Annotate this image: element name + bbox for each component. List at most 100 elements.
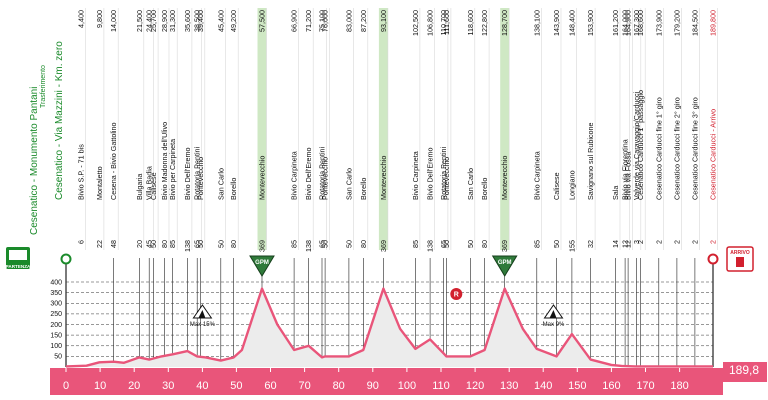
- waypoint-km: 167,300: [632, 10, 641, 36]
- gpm-label: GPM: [255, 260, 269, 266]
- feed-zone-marker: R: [450, 288, 463, 300]
- waypoint-altitude: 138: [304, 240, 313, 252]
- waypoint-altitude: 155: [567, 240, 576, 252]
- x-tick-label: 40: [196, 380, 208, 392]
- waypoint-km: 168,600: [636, 10, 645, 36]
- waypoint-altitude: 50: [552, 240, 561, 248]
- x-tick-label: 80: [333, 380, 345, 392]
- waypoint-altitude: 2: [636, 240, 645, 244]
- waypoint-name: Cesenatico Carducci fine 3° giro: [690, 97, 699, 200]
- waypoint-name: Montevecchio: [379, 156, 388, 200]
- waypoint-km: 87,200: [359, 10, 368, 32]
- waypoint-altitude: 65: [318, 240, 327, 248]
- waypoint-km: 76,000: [321, 10, 330, 32]
- slope-label: Max 9%: [543, 322, 565, 328]
- x-tick-label: 120: [466, 380, 484, 392]
- waypoint-km: 71,200: [304, 10, 313, 32]
- waypoint-altitude: 45: [145, 240, 154, 248]
- waypoint-km: 110,700: [439, 10, 448, 35]
- waypoint-km: 39,400: [196, 10, 205, 32]
- x-tick-label: 0: [63, 380, 69, 392]
- x-tick-label: 100: [398, 380, 416, 392]
- waypoint-km: 45,400: [216, 10, 225, 32]
- waypoint-km: 138,100: [532, 10, 541, 36]
- x-tick-label: 150: [568, 380, 586, 392]
- waypoint-name: Calisese: [149, 172, 158, 200]
- waypoint-altitude: 22: [95, 240, 104, 248]
- waypoint-altitude: 50: [466, 240, 475, 248]
- waypoint-km: 4,400: [77, 10, 86, 28]
- waypoint-name: Bivio Dell'Eremo: [426, 147, 435, 200]
- y-tick-label: 100: [50, 343, 62, 350]
- gpm-marker: GPM: [491, 255, 518, 277]
- waypoint-altitude: 50: [196, 240, 205, 248]
- waypoint-km: 189,800: [709, 10, 718, 36]
- waypoint-km: 83,000: [344, 10, 353, 32]
- summit-band: [500, 8, 510, 250]
- x-tick-label: 160: [602, 380, 620, 392]
- waypoint-altitude: 50: [321, 240, 330, 248]
- waypoint-altitude: 85: [290, 240, 299, 248]
- waypoint-name: Rotatoria Pentini: [439, 146, 448, 200]
- x-tick-label: 70: [298, 380, 310, 392]
- waypoint-km: 38,500: [193, 10, 202, 32]
- gpm-triangle-icon: [249, 255, 275, 277]
- waypoint-altitude: 2: [709, 240, 718, 244]
- waypoint-km: 179,200: [672, 10, 681, 36]
- waypoint-km: 173,900: [654, 10, 663, 36]
- waypoint-name: Pontevecchio: [442, 157, 451, 200]
- profile-area: [66, 288, 713, 367]
- waypoint-altitude: 138: [426, 240, 435, 252]
- waypoint-altitude: 85: [532, 240, 541, 248]
- waypoint-altitude: 14: [611, 240, 620, 248]
- waypoint-name: Bivio via Fiorentina: [621, 139, 630, 200]
- x-tick-label: 130: [500, 380, 518, 392]
- summit-band: [378, 8, 388, 250]
- waypoint-name: Pontevecchio: [321, 157, 330, 200]
- finish-marker-icon: [707, 253, 719, 265]
- waypoint-km: 111,600: [442, 10, 451, 35]
- waypoint-name: Valverde via Caravaggio/Carducci: [632, 91, 641, 200]
- mountain-icon-shade: [549, 310, 557, 318]
- slope-label: Max 15%: [190, 322, 216, 328]
- header-start-title: Cesenatico - Monumento Pantani: [29, 87, 40, 235]
- waypoint-altitude: 50: [442, 240, 451, 248]
- waypoint-altitude: 48: [109, 240, 118, 248]
- x-tick-label: 140: [534, 380, 552, 392]
- waypoint-km: 164,000: [621, 10, 630, 36]
- waypoint-km: 143,900: [552, 10, 561, 36]
- header-transfer-label: Trasferimento: [40, 65, 47, 108]
- waypoint-km: 28,900: [160, 10, 169, 32]
- waypoint-km: 14,000: [109, 10, 118, 32]
- header-km-zero: Cesenatico - Via Mazzini - Km. zero: [54, 41, 65, 200]
- feed-zone-icon: [450, 288, 463, 300]
- waypoint-altitude: 50: [216, 240, 225, 248]
- waypoint-altitude: 80: [229, 240, 238, 248]
- waypoint-name: San Carlo: [344, 168, 353, 200]
- start-flag-cloth: [9, 250, 27, 260]
- waypoint-altitude: 50: [149, 240, 158, 248]
- x-tick-label: 170: [636, 380, 654, 392]
- gpm-triangle-icon: [491, 255, 518, 277]
- gpm-label: GPM: [498, 260, 512, 266]
- waypoint-altitude: 12: [621, 240, 630, 248]
- waypoint-name: Borello: [480, 178, 489, 200]
- waypoint-altitude: 80: [160, 240, 169, 248]
- total-distance-label: 189,8: [729, 363, 759, 377]
- waypoint-name: Pontevecchio: [196, 157, 205, 200]
- waypoint-altitude: 2: [690, 240, 699, 244]
- start-badge: PARTENZA: [6, 247, 72, 269]
- waypoint-km: 102,500: [411, 10, 420, 36]
- y-tick-label: 250: [50, 311, 62, 318]
- waypoint-km: 161,200: [611, 10, 620, 36]
- waypoint-name: Sala: [611, 186, 620, 200]
- x-tick-label: 30: [162, 380, 174, 392]
- gpm-marker: GPM: [249, 255, 275, 277]
- waypoint-km: 148,400: [567, 10, 576, 36]
- x-tick-label: 60: [264, 380, 276, 392]
- waypoint-name: Bivio Dell'Eremo: [183, 147, 192, 200]
- waypoint-name: Cesenatico Carducci - Arrivo: [709, 109, 718, 200]
- waypoint-km: 93,100: [379, 10, 388, 32]
- y-tick-label: 350: [50, 290, 62, 297]
